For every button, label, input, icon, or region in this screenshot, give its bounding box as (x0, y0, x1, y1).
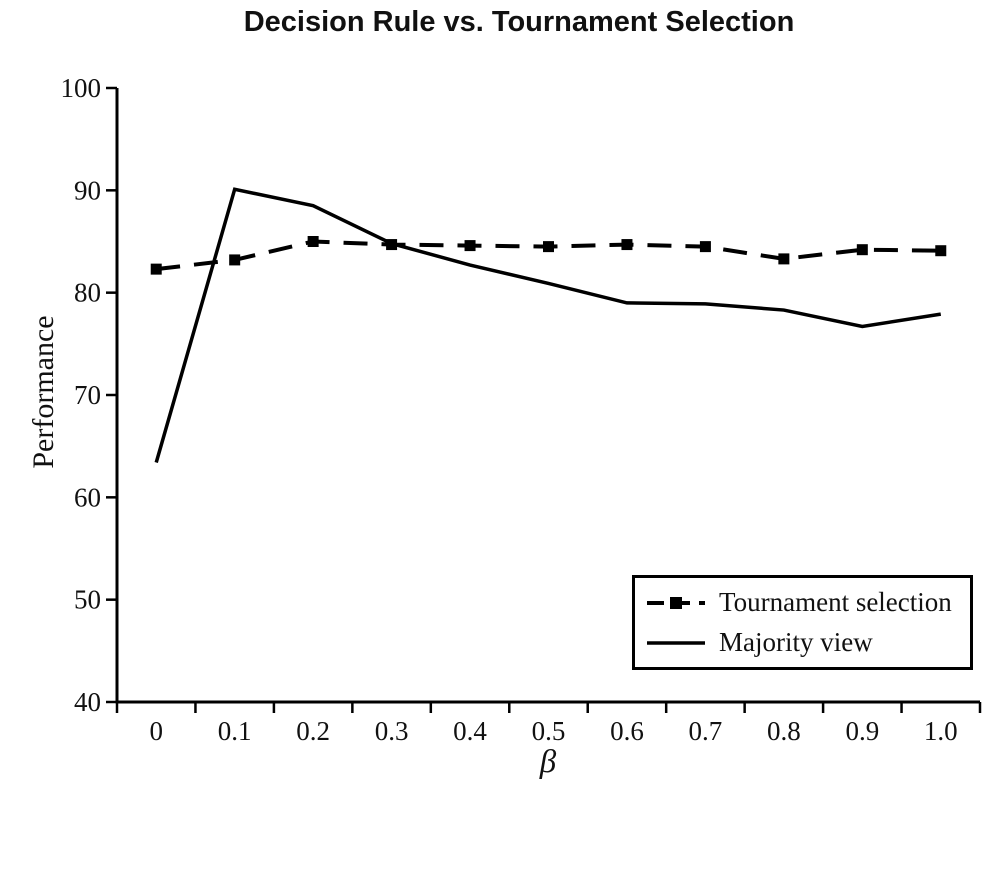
y-tick-label: 60 (74, 482, 101, 512)
solid-line-icon (647, 640, 705, 645)
x-tick-label: 0.8 (767, 716, 801, 746)
x-tick-label: 1.0 (924, 716, 958, 746)
data-point-marker-tournament-selection (386, 239, 398, 251)
data-point-marker-tournament-selection (150, 263, 162, 275)
data-point-marker-tournament-selection (856, 244, 868, 256)
data-point-marker-tournament-selection (621, 239, 633, 251)
y-tick-label: 90 (74, 175, 101, 205)
legend-item-tournament-selection: Tournament selection (645, 587, 970, 618)
x-axis-title: β (539, 744, 557, 780)
series-line-majority-view (154, 187, 942, 464)
dashed-line-square-marker-icon (647, 596, 705, 609)
x-tick-label: 0.3 (375, 716, 409, 746)
data-point-marker-tournament-selection (935, 245, 947, 257)
y-tick-label: 50 (74, 585, 101, 615)
legend-label-majority-view: Majority view (719, 627, 873, 657)
x-tick-label: 0.4 (453, 716, 487, 746)
y-tick-label: 80 (74, 278, 101, 308)
y-tick-label: 100 (61, 73, 102, 103)
x-tick-label: 0.5 (532, 716, 566, 746)
x-tick-label: 0.9 (845, 716, 879, 746)
y-tick-label: 40 (74, 687, 101, 717)
data-point-marker-tournament-selection (778, 253, 790, 265)
data-point-marker-tournament-selection (699, 241, 711, 253)
x-tick-label: 0 (149, 716, 163, 746)
x-tick-label: 0.2 (296, 716, 330, 746)
x-tick-label: 0.7 (689, 716, 723, 746)
y-tick-label: 70 (74, 380, 101, 410)
chart-title: Decision Rule vs. Tournament Selection (243, 6, 795, 38)
data-point-marker-tournament-selection (543, 241, 554, 253)
x-tick-label: 0.6 (610, 716, 644, 746)
data-point-marker-tournament-selection (307, 236, 319, 247)
legend-label-tournament-selection: Tournament selection (719, 587, 952, 617)
x-tick-label: 0.1 (218, 716, 252, 746)
legend-item-majority-view: Majority view (645, 627, 970, 658)
data-point-marker-tournament-selection (464, 240, 476, 252)
data-point-marker-tournament-selection (229, 254, 241, 266)
legend: Tournament selection Majority view (632, 575, 973, 670)
